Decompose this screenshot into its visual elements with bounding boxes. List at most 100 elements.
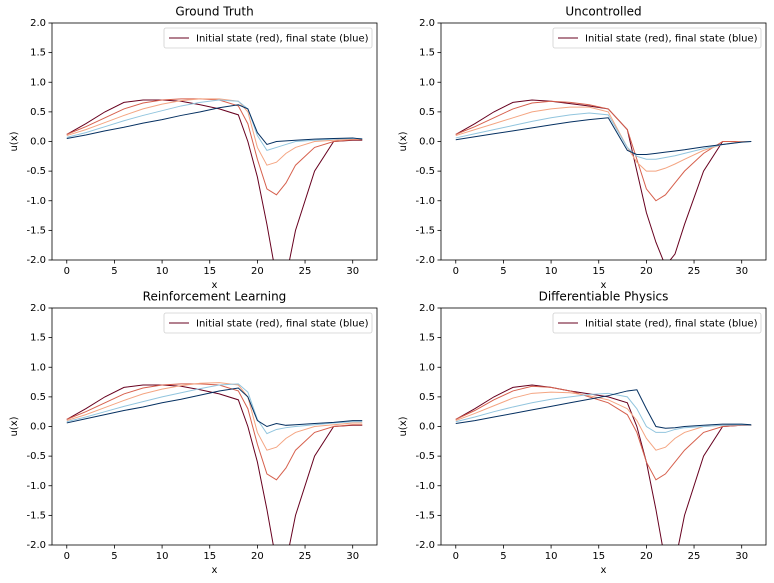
chart-title: Differentiable Physics (539, 290, 669, 304)
y-tick-label: 1.5 (30, 48, 46, 59)
data-line (66, 383, 363, 481)
y-axis-label: u(x) (9, 416, 20, 436)
x-tick-label: 15 (203, 266, 216, 277)
x-tick-label: 20 (251, 551, 264, 562)
y-tick-label: 0.0 (419, 137, 435, 148)
x-tick-label: 5 (500, 551, 506, 562)
y-tick-label: 0.0 (419, 422, 435, 433)
y-tick-label: -0.5 (415, 166, 435, 177)
x-tick-label: 30 (735, 551, 748, 562)
lines (455, 384, 752, 545)
axes-frame (440, 22, 767, 261)
x-tick-label: 0 (64, 266, 70, 277)
x-tick-label: 25 (299, 266, 312, 277)
y-tick-label: -1.5 (415, 510, 435, 521)
y-tick-label: 0.5 (30, 107, 46, 118)
x-tick-label: 20 (640, 551, 653, 562)
axes-frame (51, 307, 378, 546)
x-tick-label: 25 (688, 551, 701, 562)
chart-title: Reinforcement Learning (143, 290, 287, 304)
data-line (455, 99, 752, 260)
legend-label: Initial state (red), final state (blue) (585, 319, 758, 330)
y-tick-label: 2.0 (30, 18, 46, 29)
y-tick-label: -1.0 (415, 481, 435, 492)
legend-box (163, 312, 373, 334)
x-axis-label: x (212, 565, 218, 576)
legend-label: Initial state (red), final state (blue) (585, 34, 758, 45)
y-tick-label: -2.0 (415, 540, 435, 551)
x-tick-label: 0 (453, 266, 459, 277)
y-tick-label: -0.5 (26, 451, 46, 462)
lines (66, 382, 363, 545)
x-tick-label: 30 (346, 266, 359, 277)
chart-title: Uncontrolled (565, 5, 641, 19)
x-tick-label: 20 (640, 266, 653, 277)
y-tick-label: -2.0 (26, 540, 46, 551)
axes-frame (440, 307, 767, 546)
x-tick-label: 0 (453, 551, 459, 562)
y-tick-label: -0.5 (415, 451, 435, 462)
chart-title: Ground Truth (175, 5, 253, 19)
data-line (455, 392, 752, 433)
y-tick-label: 2.0 (419, 303, 435, 314)
x-tick-label: 25 (688, 266, 701, 277)
x-tick-label: 10 (545, 266, 558, 277)
axes-frame (51, 22, 378, 261)
x-tick-label: 5 (111, 266, 117, 277)
data-line (455, 100, 752, 202)
data-line (66, 98, 363, 196)
x-tick-label: 15 (203, 551, 216, 562)
y-tick-label: 2.0 (30, 303, 46, 314)
data-line (66, 382, 363, 451)
y-tick-label: -0.5 (26, 166, 46, 177)
y-tick-label: -1.5 (26, 225, 46, 236)
data-line (455, 389, 752, 429)
y-tick-label: 0.5 (30, 392, 46, 403)
x-tick-label: 10 (156, 266, 169, 277)
y-tick-label: 1.0 (419, 362, 435, 373)
data-line (455, 112, 752, 160)
y-tick-label: 1.0 (30, 362, 46, 373)
data-line (66, 99, 363, 260)
y-axis-label: u(x) (9, 131, 20, 151)
x-axis-label: x (601, 280, 607, 291)
legend-box (552, 312, 762, 334)
y-tick-label: 2.0 (419, 18, 435, 29)
x-tick-label: 5 (500, 266, 506, 277)
x-tick-label: 5 (111, 551, 117, 562)
x-axis-label: x (601, 565, 607, 576)
data-line (455, 106, 752, 172)
data-line (66, 387, 363, 428)
y-tick-label: 1.0 (419, 77, 435, 88)
y-tick-label: 1.5 (419, 333, 435, 344)
y-tick-label: 0.0 (30, 422, 46, 433)
x-tick-label: 25 (299, 551, 312, 562)
data-line (66, 104, 363, 146)
lines (455, 99, 752, 260)
legend-box (163, 27, 373, 49)
legend-box (552, 27, 762, 49)
data-line (455, 385, 752, 481)
y-tick-label: -1.0 (26, 481, 46, 492)
y-tick-label: 1.5 (30, 333, 46, 344)
y-tick-label: -1.0 (415, 196, 435, 207)
y-tick-label: 0.5 (419, 107, 435, 118)
x-tick-label: 0 (64, 551, 70, 562)
data-line (455, 384, 752, 545)
data-line (455, 117, 752, 156)
legend-label: Initial state (red), final state (blue) (196, 34, 369, 45)
y-tick-label: 1.5 (419, 48, 435, 59)
y-tick-label: 0.5 (419, 392, 435, 403)
lines (66, 98, 363, 260)
x-tick-label: 10 (156, 551, 169, 562)
y-axis-label: u(x) (398, 416, 409, 436)
y-tick-label: -1.5 (415, 225, 435, 236)
x-axis-label: x (212, 280, 218, 291)
x-tick-label: 30 (346, 551, 359, 562)
y-tick-label: -1.5 (26, 510, 46, 521)
x-tick-label: 20 (251, 266, 264, 277)
y-tick-label: 0.0 (30, 137, 46, 148)
legend-label: Initial state (red), final state (blue) (196, 319, 369, 330)
y-tick-label: 1.0 (30, 77, 46, 88)
